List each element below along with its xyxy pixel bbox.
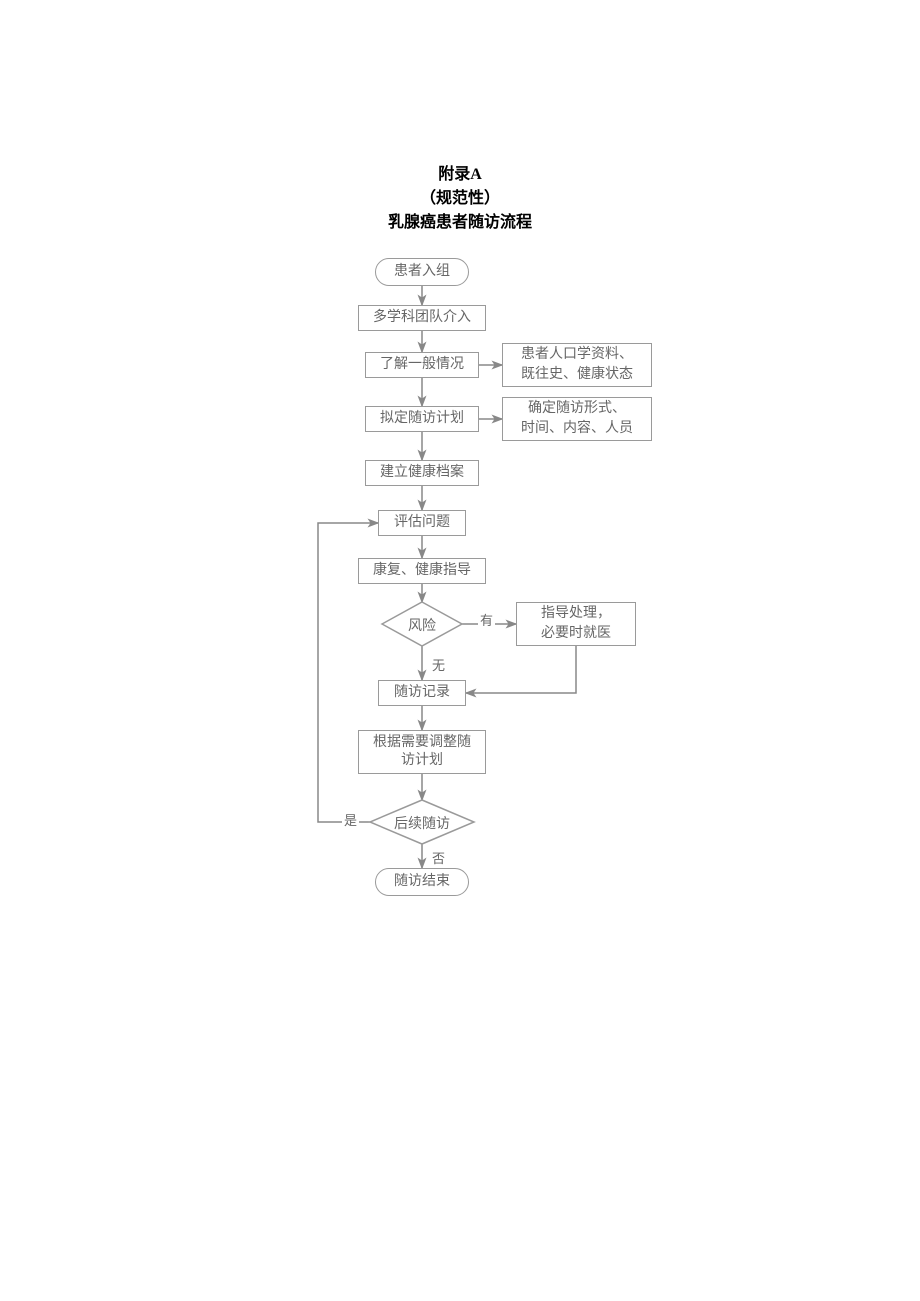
- edge-label: 是: [342, 810, 359, 829]
- node-general: 了解一般情况: [365, 352, 479, 378]
- node-start: 患者入组: [375, 258, 469, 286]
- node-adjust: 根据需要调整随 访计划: [358, 730, 486, 774]
- annotation-ann1: 患者人口学资料、 既往史、健康状态: [502, 343, 652, 387]
- edge-label: 无: [430, 655, 447, 674]
- node-guide: 康复、健康指导: [358, 558, 486, 584]
- decision-risk: 风险: [382, 615, 462, 635]
- node-end: 随访结束: [375, 868, 469, 896]
- annotation-ann2: 确定随访形式、 时间、内容、人员: [502, 397, 652, 441]
- flowchart-edges: [0, 0, 920, 1301]
- node-assess: 评估问题: [378, 510, 466, 536]
- flowchart-container: 无否 有是 患者入组多学科团队介入了解一般情况拟定随访计划建立健康档案评估问题康复、…: [0, 0, 920, 1301]
- node-plan: 拟定随访计划: [365, 406, 479, 432]
- edge-label: 否: [430, 848, 447, 867]
- annotation-ann3: 指导处理， 必要时就医: [516, 602, 636, 646]
- node-record: 随访记录: [378, 680, 466, 706]
- decision-followup: 后续随访: [370, 813, 474, 833]
- node-team: 多学科团队介入: [358, 305, 486, 331]
- node-file: 建立健康档案: [365, 460, 479, 486]
- edge-label: 有: [478, 610, 495, 629]
